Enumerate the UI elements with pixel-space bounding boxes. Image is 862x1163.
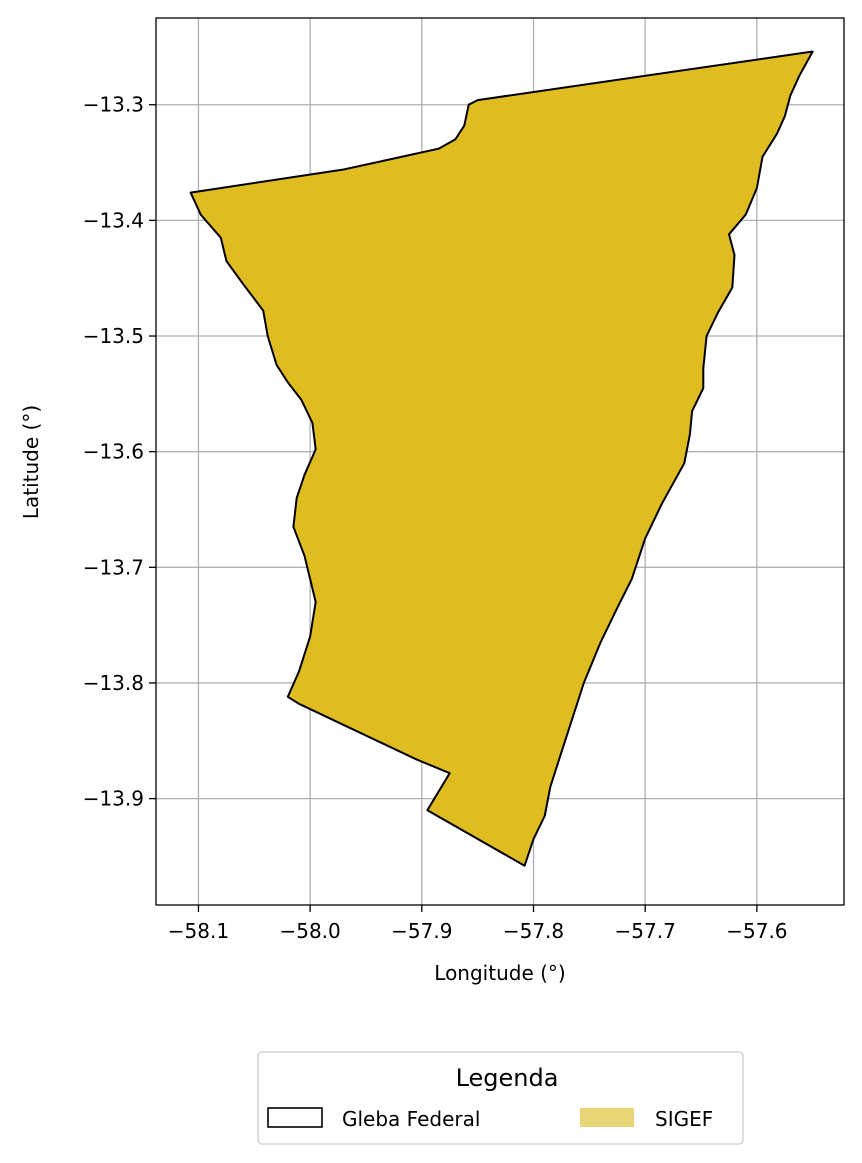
plot-frame [155,17,845,906]
x-tick-label-2: −57.9 [391,919,452,943]
legend: Legenda Gleba Federal SIGEF [257,1051,744,1145]
x-tick-label-0: −58.1 [168,919,229,943]
y-tick-label-4: −13.7 [83,555,144,579]
y-tick-label-1: −13.4 [83,208,144,232]
legend-swatch-sigef [580,1108,634,1127]
y-tick-label-5: −13.8 [83,671,144,695]
legend-title: Legenda [456,1064,559,1092]
legend-label-sigef: SIGEF [655,1107,713,1131]
legend-label-gleba-federal: Gleba Federal [342,1107,480,1131]
gleba-federal-boundary [189,50,814,867]
x-tick-label-4: −57.7 [615,919,676,943]
y-tick-label-6: −13.9 [83,787,144,811]
x-tick-label-3: −57.8 [503,919,564,943]
y-tick-label-0: −13.3 [83,93,144,117]
y-tick-label-3: −13.6 [83,440,144,464]
x-axis-label: Longitude (°) [434,961,565,985]
x-tick-label-1: −58.0 [279,919,340,943]
axis-ticks: −58.1 −58.0 −57.9 −57.8 −57.7 −57.6 −13.3 −13.4… [83,93,788,943]
y-axis-label: Latitude (°) [19,405,43,519]
sigef-area [190,51,813,866]
x-tick-label-5: −57.6 [726,919,787,943]
legend-swatch-gleba-federal [267,1107,323,1128]
y-tick-label-2: −13.5 [83,324,144,348]
polygon-layer [189,50,814,867]
